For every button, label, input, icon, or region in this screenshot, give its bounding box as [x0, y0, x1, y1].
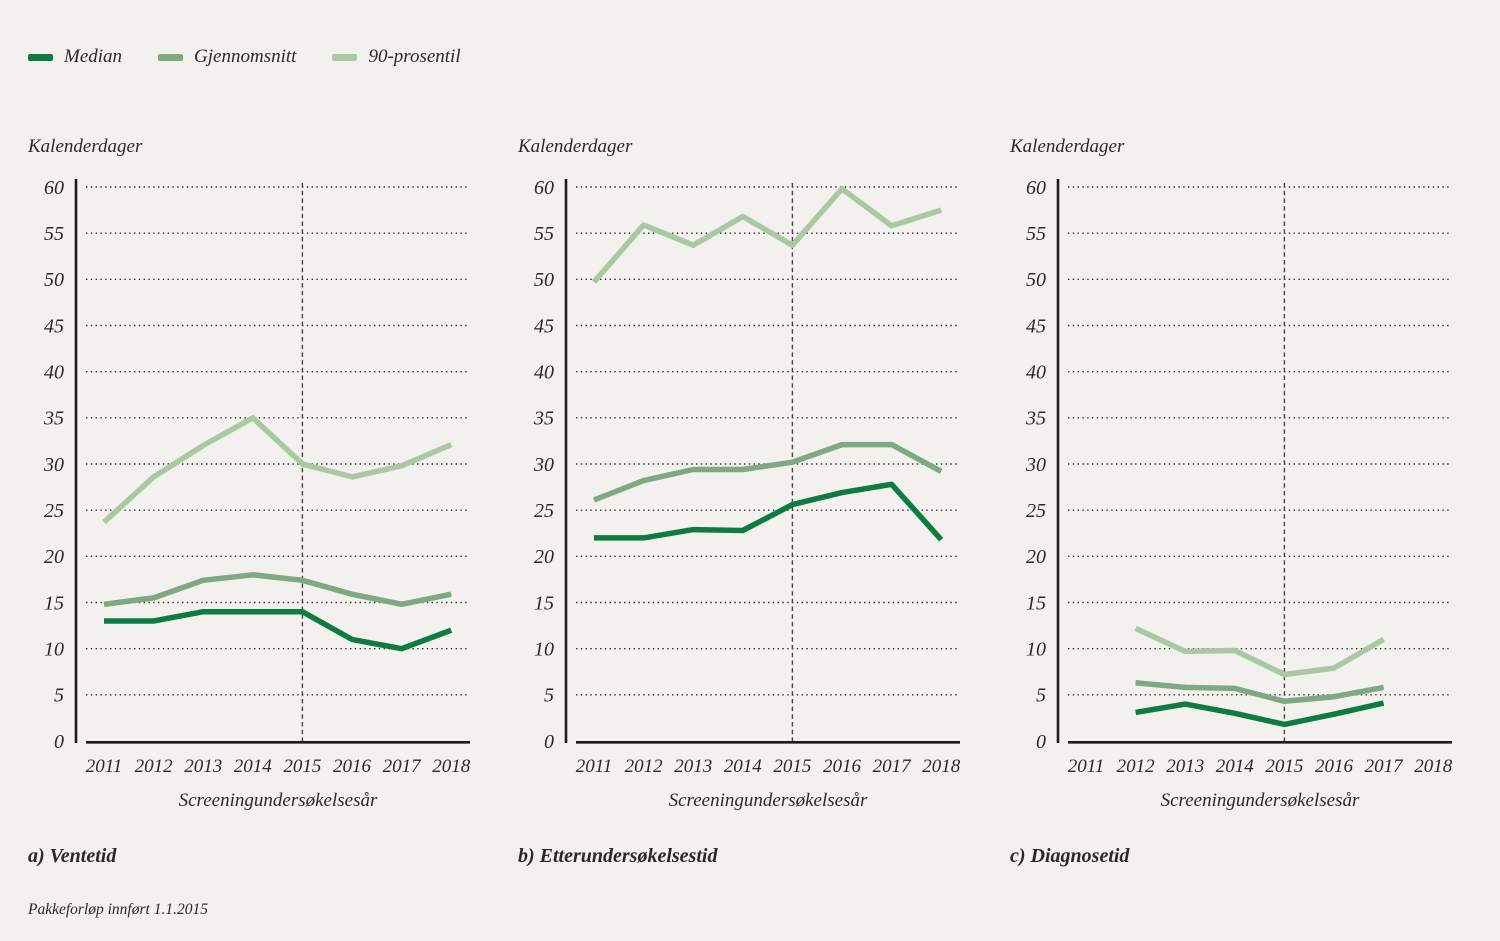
chart-legend: Median Gjennomsnitt 90-prosentil: [28, 46, 461, 68]
svg-text:2016: 2016: [333, 756, 372, 777]
svg-text:2016: 2016: [823, 756, 862, 777]
panel-title-etterundersokelsestid: b) Etterundersøkelsestid: [518, 845, 718, 867]
svg-text:2014: 2014: [1216, 756, 1255, 777]
svg-text:2017: 2017: [873, 756, 913, 777]
svg-text:40: 40: [44, 361, 64, 383]
svg-text:2016: 2016: [1315, 756, 1354, 777]
svg-text:5: 5: [54, 685, 64, 707]
svg-text:30: 30: [533, 454, 554, 476]
svg-text:20: 20: [1026, 546, 1046, 568]
svg-text:2012: 2012: [625, 756, 664, 777]
svg-text:2014: 2014: [724, 756, 763, 777]
svg-text:15: 15: [534, 592, 554, 614]
legend-label-gjennomsnitt: Gjennomsnitt: [194, 46, 297, 67]
legend-label-90-prosentil: 90-prosentil: [368, 46, 461, 67]
svg-text:2011: 2011: [86, 756, 123, 777]
svg-text:35: 35: [43, 408, 64, 430]
svg-text:45: 45: [1026, 315, 1046, 337]
svg-text:55: 55: [44, 223, 64, 245]
svg-text:25: 25: [534, 500, 554, 522]
chart-canvas-ventetid: 0 5 10 15 20 25 30 35 40 45 50 55 60 2011 2012 2013 2014…: [43, 177, 471, 811]
svg-text:2013: 2013: [674, 756, 712, 777]
svg-text:2012: 2012: [1117, 756, 1156, 777]
svg-text:50: 50: [1026, 269, 1046, 291]
svg-text:45: 45: [44, 315, 64, 337]
svg-text:45: 45: [534, 315, 554, 337]
svg-text:40: 40: [534, 361, 554, 383]
legend-item-gjennomsnitt: Gjennomsnitt: [158, 46, 296, 68]
legend-swatch-median-icon: [28, 53, 53, 61]
svg-text:60: 60: [1026, 177, 1046, 199]
svg-text:2011: 2011: [576, 756, 613, 777]
y-axis-title-diagnosetid: Kalenderdager: [1010, 136, 1125, 157]
legend-swatch-90-prosentil-icon: [332, 53, 358, 61]
svg-text:10: 10: [534, 638, 554, 660]
svg-text:35: 35: [1025, 408, 1046, 430]
svg-text:25: 25: [1026, 500, 1046, 522]
panel-title-diagnosetid: c) Diagnosetid: [1010, 845, 1130, 867]
svg-text:Screeningundersøkelsesår: Screeningundersøkelsesår: [1161, 790, 1360, 811]
legend-label-median: Median: [64, 46, 123, 67]
svg-text:15: 15: [1026, 592, 1046, 614]
chart-panel-etterundersokelsestid: Kalenderdager 0 5 10 15 20 25 30 35 40 45 50 55 60 20…: [518, 137, 982, 829]
svg-text:10: 10: [44, 638, 64, 660]
chart-canvas-etterundersokelsestid: 0 5 10 15 20 25 30 35 40 45 50 55 60 2011 2012 2013 2014…: [533, 177, 961, 811]
svg-text:2014: 2014: [234, 756, 273, 777]
svg-text:55: 55: [534, 223, 554, 245]
svg-text:2017: 2017: [383, 756, 423, 777]
svg-text:15: 15: [44, 592, 64, 614]
y-axis-title-etterundersokelsestid: Kalenderdager: [518, 136, 633, 157]
footnote-pakkeforlop: Pakkeforløp innført 1.1.2015: [28, 901, 208, 918]
svg-text:0: 0: [544, 731, 554, 753]
legend-item-90-prosentil: 90-prosentil: [332, 46, 461, 68]
svg-text:20: 20: [44, 546, 64, 568]
svg-text:5: 5: [544, 685, 554, 707]
svg-text:2015: 2015: [1265, 756, 1303, 777]
svg-text:30: 30: [43, 454, 64, 476]
svg-text:25: 25: [44, 500, 64, 522]
svg-text:0: 0: [54, 731, 64, 753]
svg-text:50: 50: [534, 269, 554, 291]
svg-text:Screeningundersøkelsesår: Screeningundersøkelsesår: [179, 790, 378, 811]
svg-text:60: 60: [44, 177, 64, 199]
svg-text:5: 5: [1036, 685, 1046, 707]
svg-text:0: 0: [1036, 731, 1046, 753]
chart-canvas-diagnosetid: 0 5 10 15 20 25 30 35 40 45 50 55 60 2011 2012 2013 2014…: [1025, 177, 1453, 811]
panel-title-ventetid: a) Ventetid: [28, 845, 117, 867]
chart-panel-ventetid: Kalenderdager 0 5 10 15 20 25 30 35 40 45 50 55 60 20…: [28, 137, 492, 829]
legend-item-median: Median: [28, 46, 122, 68]
svg-text:60: 60: [534, 177, 554, 199]
svg-text:2011: 2011: [1068, 756, 1105, 777]
svg-text:40: 40: [1026, 361, 1046, 383]
svg-text:20: 20: [534, 546, 554, 568]
svg-text:35: 35: [533, 408, 554, 430]
svg-text:2018: 2018: [432, 756, 471, 777]
svg-text:2012: 2012: [135, 756, 174, 777]
svg-text:10: 10: [1026, 638, 1046, 660]
svg-text:2013: 2013: [1166, 756, 1204, 777]
svg-text:50: 50: [44, 269, 64, 291]
svg-text:2018: 2018: [1414, 756, 1453, 777]
svg-text:2013: 2013: [184, 756, 222, 777]
svg-text:2018: 2018: [922, 756, 961, 777]
chart-panel-diagnosetid: Kalenderdager 0 5 10 15 20 25 30 35 40 45 50 55 60 20…: [1010, 137, 1474, 829]
svg-text:2015: 2015: [283, 756, 321, 777]
svg-text:Screeningundersøkelsesår: Screeningundersøkelsesår: [669, 790, 868, 811]
svg-text:55: 55: [1026, 223, 1046, 245]
svg-text:30: 30: [1025, 454, 1046, 476]
svg-text:2015: 2015: [773, 756, 811, 777]
svg-text:2017: 2017: [1365, 756, 1405, 777]
y-axis-title-ventetid: Kalenderdager: [28, 136, 143, 157]
legend-swatch-gjennomsnitt-icon: [158, 53, 184, 61]
